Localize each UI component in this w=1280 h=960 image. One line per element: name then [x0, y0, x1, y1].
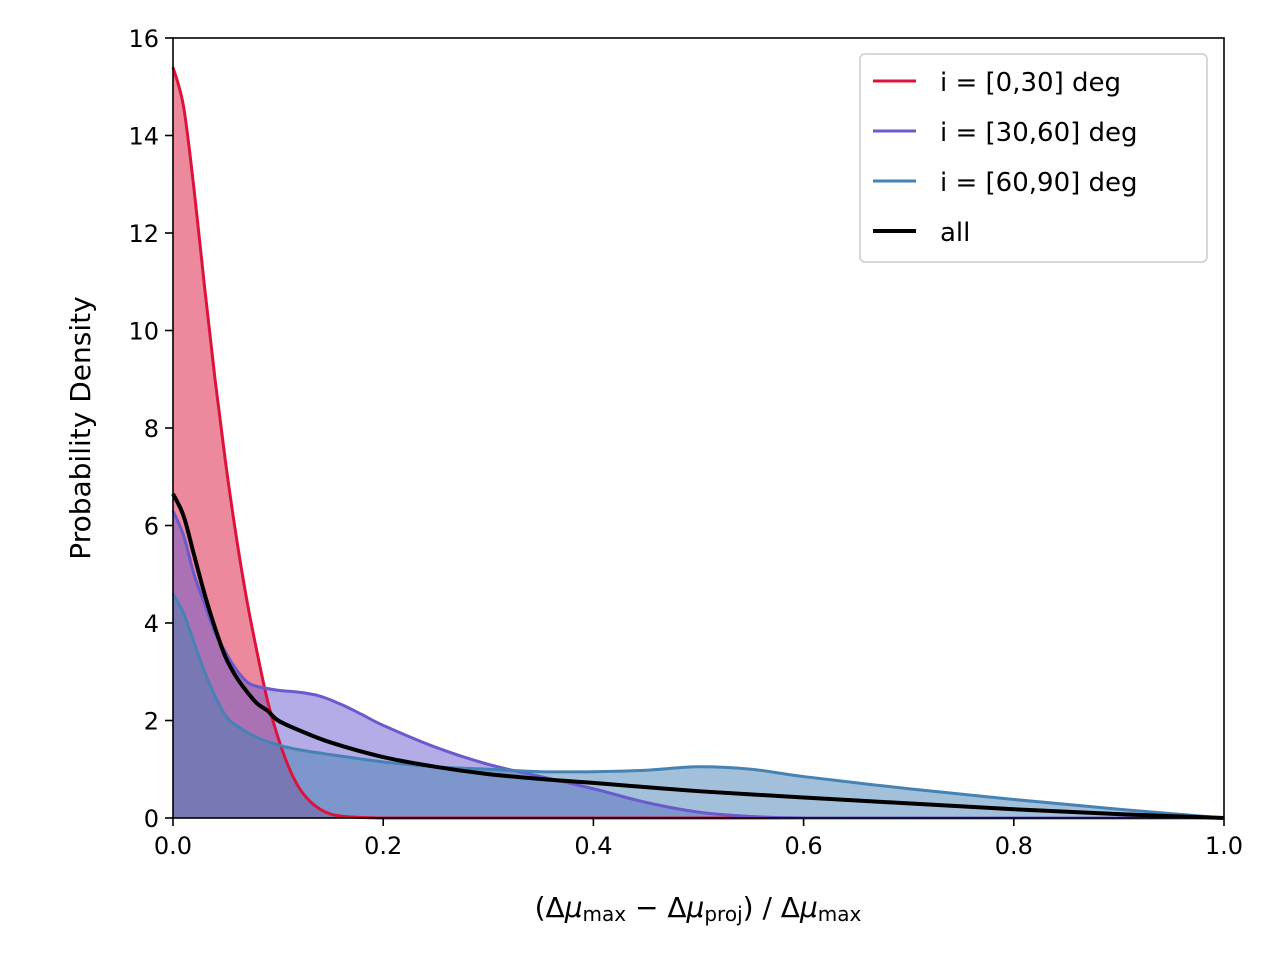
y-tick-label: 2 [144, 708, 159, 736]
y-tick-label: 4 [144, 610, 159, 638]
y-tick-label: 16 [128, 25, 159, 53]
y-axis: 0 2 4 6 8 10 12 14 16 [128, 25, 173, 833]
x-tick-label: 1.0 [1205, 832, 1243, 860]
legend-item-i-30-60-deg: i = [30,60] deg [873, 118, 1138, 148]
x-tick-label: 0.8 [995, 832, 1033, 860]
y-tick-label: 12 [128, 220, 159, 248]
x-tick-label: 0.4 [574, 832, 612, 860]
legend-item-all: all [873, 218, 970, 248]
y-tick-label: 10 [128, 318, 159, 346]
x-axis: 0.0 0.2 0.4 0.6 0.8 1.0 [154, 818, 1243, 860]
legend-label: all [940, 218, 970, 248]
legend: i = [0,30] deg i = [30,60] deg i = [60,90]… [859, 53, 1208, 263]
legend-item-i-60-90-deg: i = [60,90] deg [873, 168, 1138, 198]
y-tick-label: 8 [144, 415, 159, 443]
y-tick-label: 0 [144, 805, 159, 833]
x-axis-label: (Δμmax − Δμproj) / Δμmax [535, 891, 862, 926]
x-tick-label: 0.0 [154, 832, 192, 860]
x-tick-label: 0.6 [785, 832, 823, 860]
x-tick-label: 0.2 [364, 832, 402, 860]
legend-label: i = [30,60] deg [940, 118, 1138, 148]
area-fills [173, 67, 1224, 818]
y-axis-label: Probability Density [64, 296, 97, 559]
area-i-60-90-deg [173, 593, 1224, 818]
y-tick-label: 6 [144, 513, 159, 541]
line-all [171, 492, 1225, 820]
legend-label: i = [60,90] deg [940, 168, 1138, 198]
legend-label: i = [0,30] deg [940, 68, 1121, 98]
legend-box [859, 53, 1208, 263]
legend-item-i-0-30-deg: i = [0,30] deg [873, 68, 1121, 98]
y-tick-label: 14 [128, 123, 159, 151]
